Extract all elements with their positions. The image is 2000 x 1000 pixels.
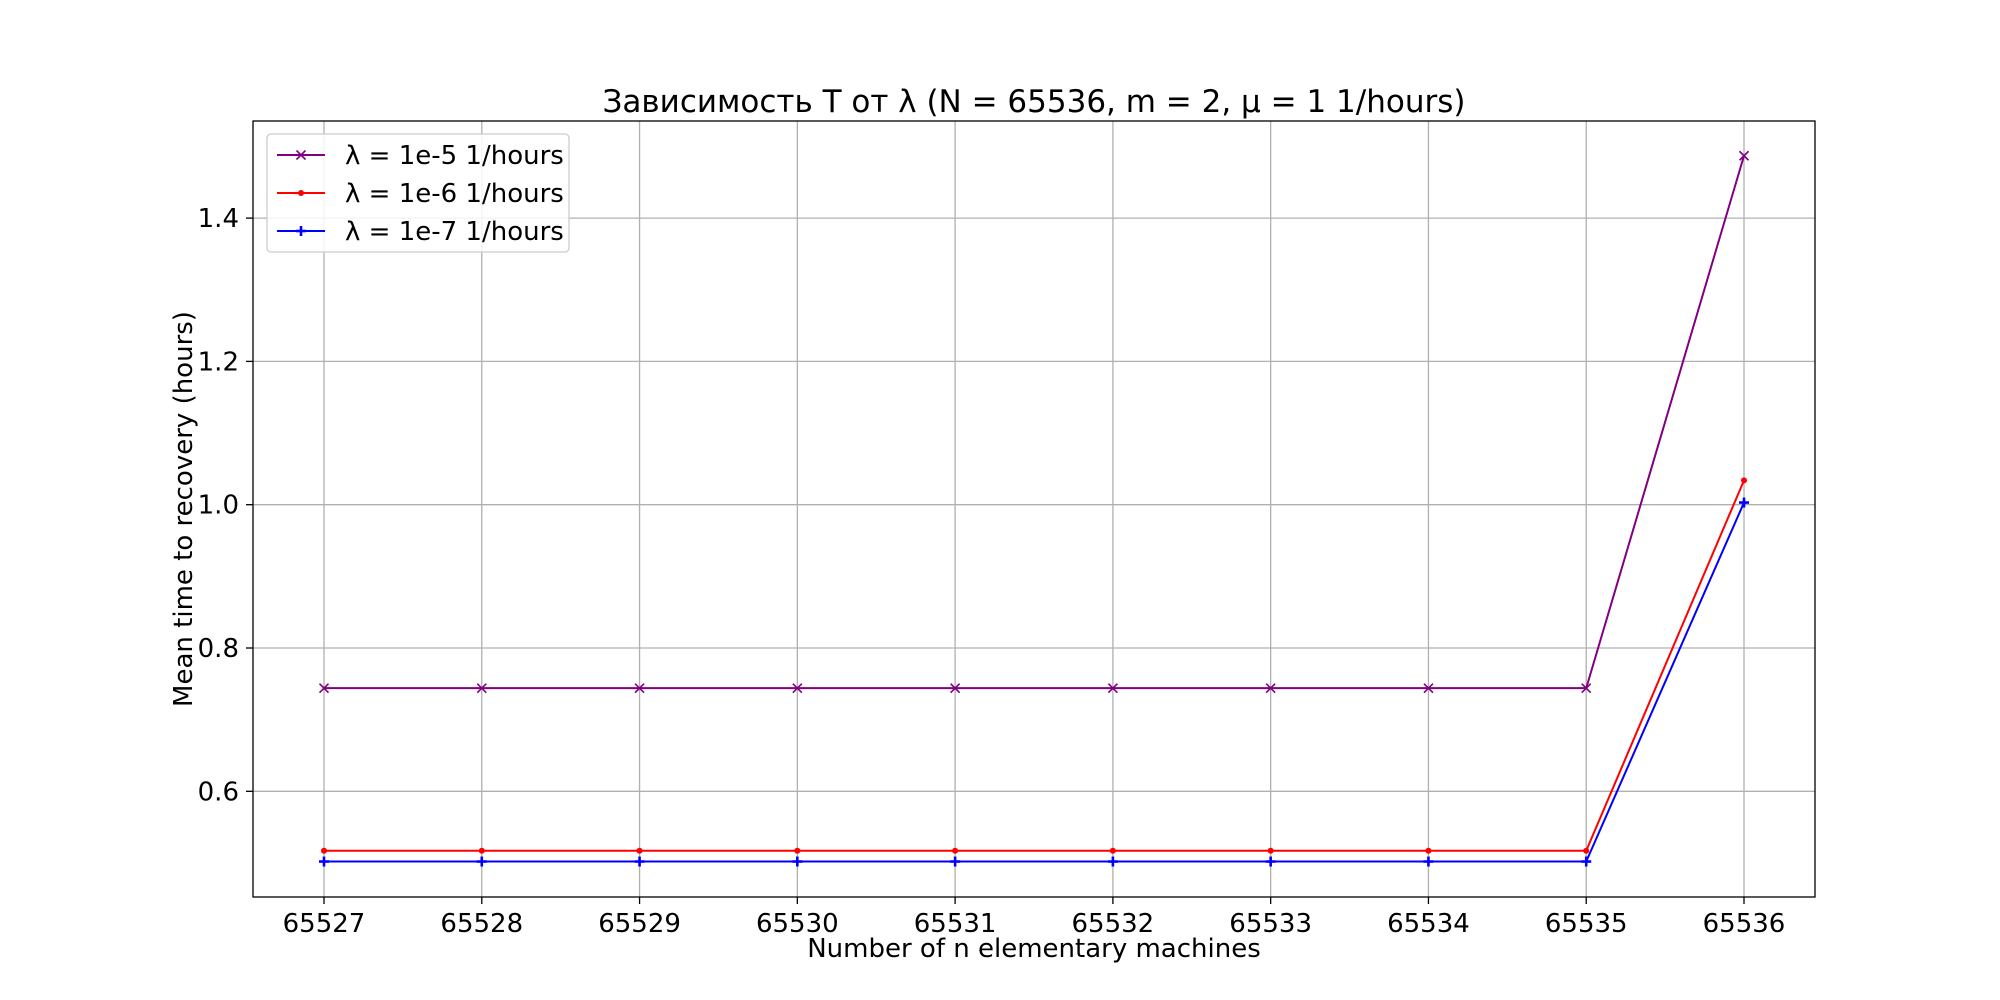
legend-label: λ = 1e-6 1/hours: [345, 179, 564, 209]
data-point: [478, 847, 485, 854]
y-tick-label: 0.6: [198, 777, 239, 807]
legend-box: [266, 133, 570, 253]
x-tick-label: 65535: [1545, 909, 1628, 939]
data-point: [1265, 683, 1276, 694]
series-2: [321, 477, 1747, 854]
y-axis-label: Mean time to recovery (hours): [169, 311, 199, 707]
x-tick-label: 65536: [1703, 909, 1786, 939]
data-point: [636, 847, 643, 854]
series-1: [318, 150, 1750, 694]
data-point: [1267, 847, 1274, 854]
data-point: [950, 683, 961, 694]
plot-frame: [252, 120, 1816, 898]
data-point: [321, 847, 327, 854]
data-point: [952, 847, 959, 854]
y-tick-label: 0.8: [198, 634, 239, 664]
data-point: [476, 683, 487, 694]
legend-item: λ = 1e-7 1/hours: [277, 217, 564, 247]
data-point: [950, 856, 961, 867]
series-3: [319, 497, 1749, 867]
data-point: [1265, 856, 1276, 867]
series-line: [324, 502, 1745, 863]
legend-label: λ = 1e-7 1/hours: [345, 217, 564, 247]
data-point: [792, 856, 803, 867]
x-tick-label: 65534: [1387, 909, 1470, 939]
legend-marker: [295, 149, 307, 161]
data-point: [1107, 683, 1118, 694]
data-point: [1109, 847, 1116, 854]
series-line: [324, 479, 1745, 852]
data-point: [794, 847, 801, 854]
series-line: [324, 155, 1745, 690]
data-point: [1741, 477, 1747, 484]
data-point: [1581, 683, 1592, 694]
legend-marker: [298, 190, 304, 196]
data-point: [319, 856, 329, 867]
data-point: [1107, 856, 1118, 867]
data-point: [634, 683, 645, 694]
legend: λ = 1e-5 1/hours λ = 1e-6 1/hours λ = 1e-7…: [266, 133, 570, 253]
x-axis-label: Number of n elementary machines: [807, 934, 1261, 964]
x-tick-label: 65530: [756, 909, 839, 939]
legend-label: λ = 1e-5 1/hours: [345, 141, 564, 171]
legend-item: λ = 1e-6 1/hours: [277, 179, 564, 209]
data-point: [318, 683, 330, 694]
plot-series: [318, 150, 1750, 867]
data-point: [1425, 847, 1432, 854]
x-tick-label: 65533: [1229, 909, 1312, 939]
x-tick-label: 65527: [283, 909, 366, 939]
x-tick-label: 65531: [914, 909, 997, 939]
data-point: [1581, 856, 1592, 867]
chart-title: Зависимость T от λ (N = 65536, m = 2, μ …: [603, 84, 1466, 120]
data-point: [1739, 497, 1749, 508]
y-tick-label: 1.2: [198, 347, 239, 377]
axis-ticks: 65527 65528 65529 65530 65531 65532 65533 65534…: [198, 204, 1786, 939]
data-point: [792, 683, 803, 694]
data-point: [476, 856, 487, 867]
legend-item: λ = 1e-5 1/hours: [277, 141, 564, 171]
x-tick-label: 65528: [440, 909, 523, 939]
y-tick-label: 1.0: [198, 491, 239, 521]
legend-marker: [296, 226, 306, 236]
grid-lines: [253, 121, 1815, 897]
y-tick-label: 1.4: [198, 204, 239, 234]
x-tick-label: 65529: [598, 909, 681, 939]
data-point: [1423, 683, 1434, 694]
data-point: [634, 856, 645, 867]
data-point: [1738, 150, 1750, 161]
data-point: [1423, 856, 1434, 867]
data-point: [1583, 847, 1590, 854]
x-tick-label: 65532: [1072, 909, 1155, 939]
